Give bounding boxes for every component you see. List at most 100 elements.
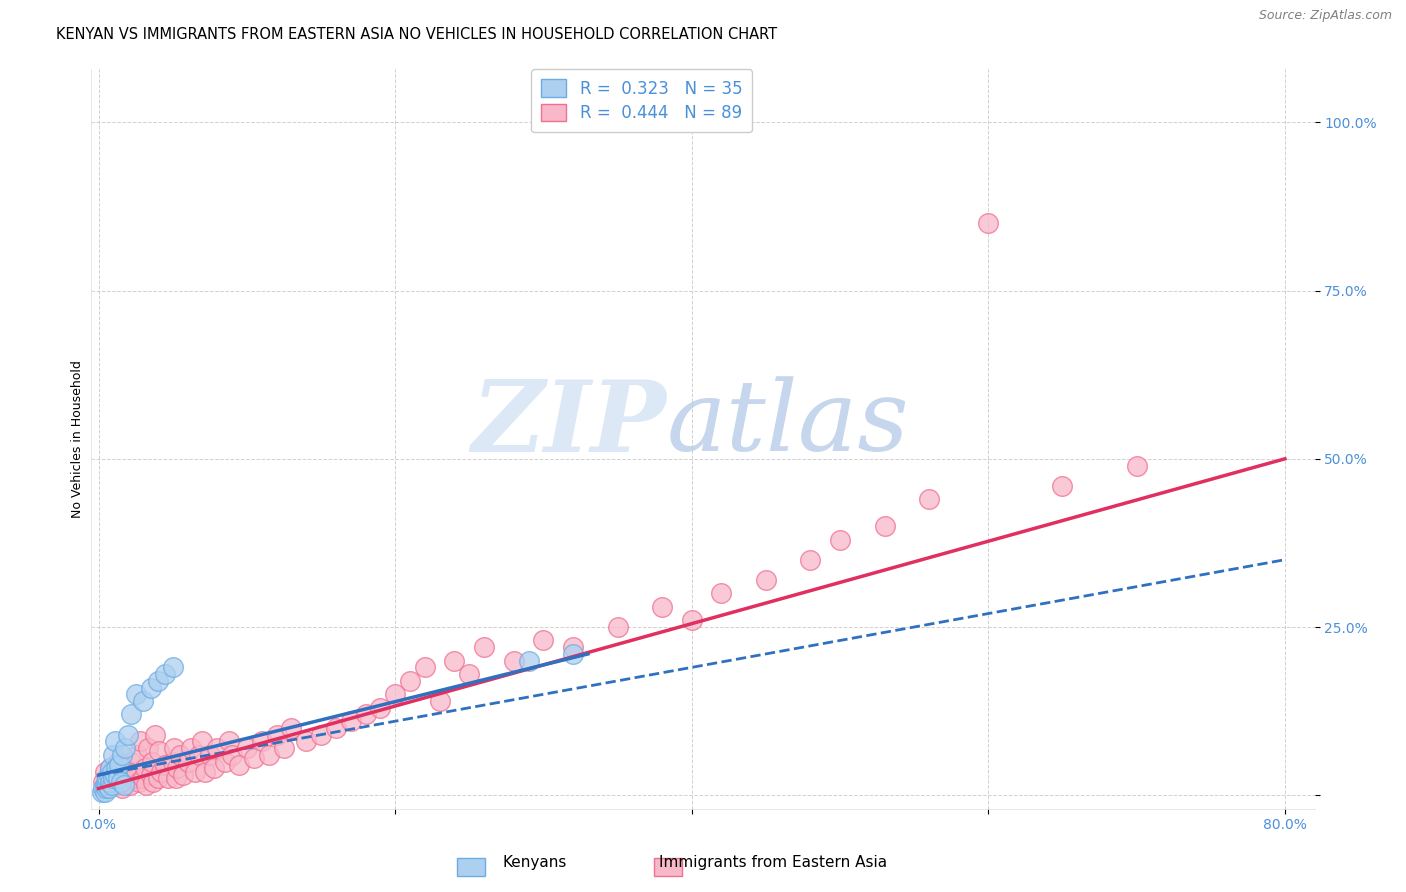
Point [96,778,118,792]
Point [101,764,124,779]
Point [443,654,465,668]
Point [103,772,125,786]
Point [198,747,221,762]
Point [94,781,117,796]
Point [94,781,117,796]
Point [207,741,229,756]
Point [124,764,146,779]
Point [257,747,280,762]
Point [243,751,266,765]
Point [112,778,135,792]
Point [180,741,202,756]
Point [114,774,136,789]
Point [918,492,941,507]
Point [162,660,184,674]
Point [155,667,177,681]
Text: ZIP: ZIP [471,376,666,472]
Point [117,728,139,742]
Text: Immigrants from Eastern Asia: Immigrants from Eastern Asia [659,855,887,870]
Point [93,778,115,792]
Point [250,734,273,748]
Point [101,778,124,792]
Point [221,747,243,762]
Text: atlas: atlas [666,376,908,472]
Point [339,714,361,729]
Point [98,772,121,786]
Point [128,774,150,789]
Point [98,768,121,782]
Point [155,758,177,772]
Point [172,768,194,782]
Point [103,774,125,789]
Point [188,747,211,762]
Point [91,774,114,789]
Point [162,755,184,769]
Point [111,747,134,762]
Point [100,761,122,775]
Point [651,599,673,614]
Point [502,654,524,668]
Point [105,761,128,775]
Point [429,694,451,708]
Point [755,573,778,587]
Point [149,764,172,779]
Point [399,673,422,688]
Point [93,785,115,799]
Point [562,647,585,661]
Point [121,772,143,786]
Point [977,216,1000,230]
Point [96,778,118,792]
Point [325,721,347,735]
Point [218,734,240,748]
Point [120,755,142,769]
Point [107,772,129,786]
Point [107,755,129,769]
Point [90,785,112,799]
Point [96,772,118,786]
Text: Source: ZipAtlas.com: Source: ZipAtlas.com [1258,9,1392,22]
Point [681,613,703,627]
Text: KENYAN VS IMMIGRANTS FROM EASTERN ASIA NO VEHICLES IN HOUSEHOLD CORRELATION CHAR: KENYAN VS IMMIGRANTS FROM EASTERN ASIA N… [56,27,778,42]
Point [273,741,295,756]
Point [135,778,157,792]
Legend: R =  0.323   N = 35, R =  0.444   N = 89: R = 0.323 N = 35, R = 0.444 N = 89 [531,70,752,132]
Point [127,747,149,762]
Point [533,633,555,648]
Point [202,761,225,775]
Point [370,700,392,714]
Point [139,768,162,782]
Point [165,772,187,786]
Point [1125,458,1147,473]
Point [118,778,141,792]
Point [93,764,115,779]
Point [799,552,821,566]
Point [191,734,214,748]
Point [169,747,191,762]
Point [117,768,139,782]
Point [873,519,896,533]
Point [142,774,165,789]
Point [114,741,136,756]
Point [124,687,146,701]
Point [606,620,628,634]
Point [104,734,127,748]
Point [517,654,540,668]
Point [146,772,169,786]
Point [139,681,162,695]
Point [120,707,142,722]
Point [104,768,127,782]
Point [136,741,159,756]
Point [108,758,131,772]
Point [828,533,851,547]
Point [157,772,180,786]
Point [146,673,169,688]
Point [132,694,155,708]
Point [148,744,170,758]
Point [105,778,128,792]
Point [176,755,198,769]
Y-axis label: No Vehicles in Household: No Vehicles in Household [72,359,84,517]
Point [91,781,114,796]
Point [384,687,406,701]
Point [141,755,163,769]
Point [100,774,122,789]
